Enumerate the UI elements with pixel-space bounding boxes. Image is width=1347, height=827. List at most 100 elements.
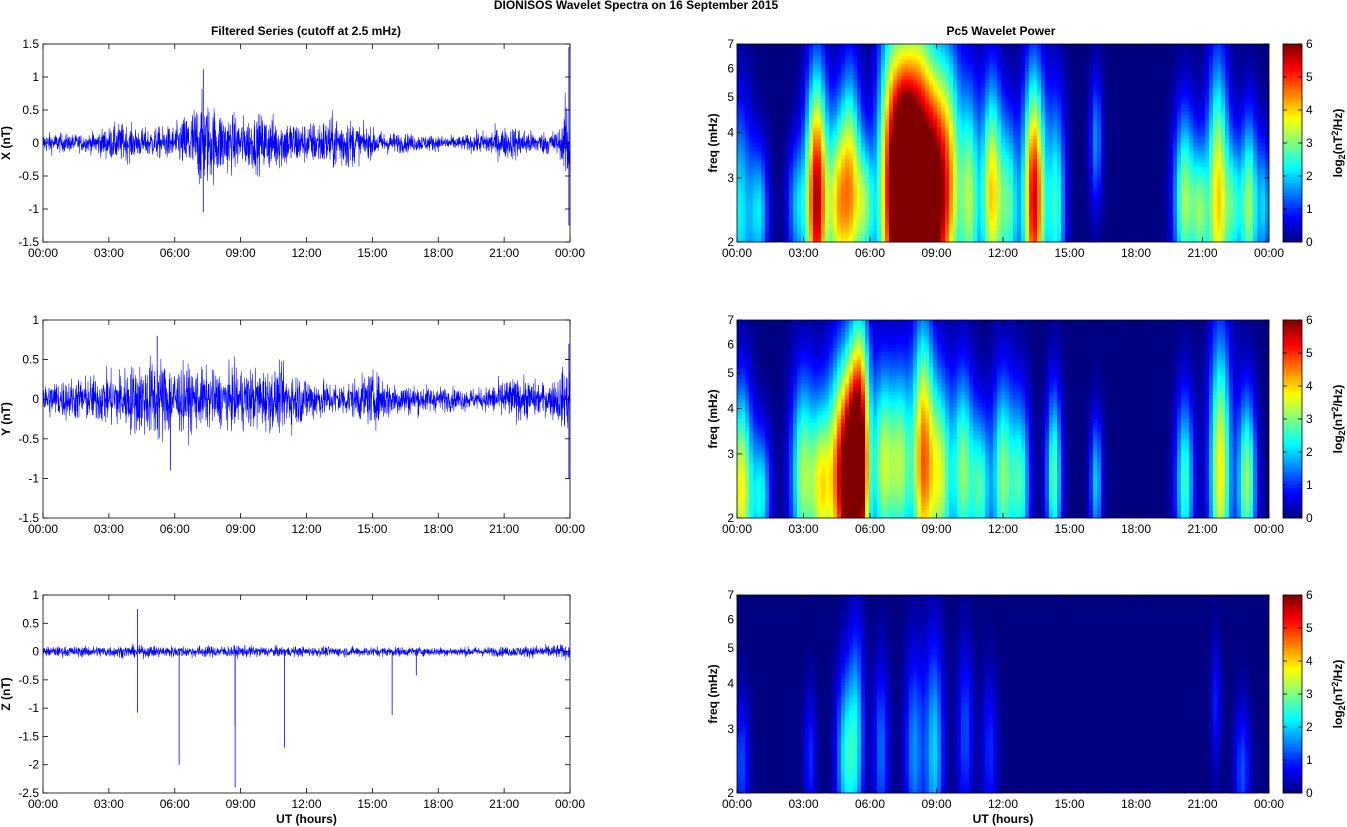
heatmap-cell	[841, 210, 846, 215]
heatmap-cell	[949, 166, 954, 172]
heatmap-cell	[745, 170, 750, 176]
heatmap-cell	[1013, 218, 1018, 223]
heatmap-cell	[925, 71, 930, 77]
heatmap-cell	[933, 234, 938, 239]
heatmap-cell	[1045, 214, 1050, 219]
heatmap-cell	[1201, 115, 1206, 120]
heatmap-cell	[769, 230, 774, 235]
heatmap-cell	[805, 103, 810, 108]
heatmap-cell	[961, 135, 966, 140]
heatmap-cell	[1105, 119, 1110, 124]
heatmap-cell	[861, 127, 866, 132]
heatmap-cell	[945, 154, 950, 160]
heatmap-cell	[765, 150, 770, 156]
heatmap-cell	[757, 234, 762, 239]
y-tick-label: -2.5	[18, 786, 39, 800]
heatmap-cell	[1029, 143, 1034, 148]
heatmap-cell	[757, 158, 762, 164]
heatmap-cell	[849, 182, 854, 187]
heatmap-cell	[957, 190, 962, 195]
heatmap-cell	[897, 135, 902, 140]
heatmap-cell	[821, 123, 826, 128]
heatmap-cell	[881, 186, 886, 191]
heatmap-cell	[905, 218, 910, 223]
heatmap-cell	[965, 143, 970, 148]
heatmap-cell	[957, 107, 962, 112]
heatmap-cell	[781, 139, 786, 144]
heatmap-cell	[881, 91, 886, 96]
heatmap-cell	[1097, 99, 1102, 104]
heatmap-cell	[1169, 234, 1174, 239]
heatmap-cell	[1041, 91, 1046, 96]
heatmap-cell	[945, 139, 950, 144]
heatmap-cell	[769, 119, 774, 124]
heatmap-cell	[905, 226, 910, 231]
heatmap-cell	[865, 158, 870, 164]
heatmap-cell	[1013, 190, 1018, 195]
heatmap-cell	[1177, 123, 1182, 128]
heatmap-cell	[1005, 115, 1010, 120]
heatmap-cell	[953, 238, 958, 243]
heatmap-cell	[869, 154, 874, 160]
heatmap-cell	[1001, 63, 1006, 69]
heatmap-cell	[1181, 194, 1186, 199]
heatmap-cell	[885, 79, 890, 84]
heatmap-cell	[1097, 59, 1102, 65]
heatmap-cell	[1089, 111, 1094, 116]
heatmap-cell	[1053, 190, 1058, 195]
heatmap-cell	[885, 143, 890, 148]
heatmap-cell	[993, 214, 998, 219]
heatmap-cell	[1097, 194, 1102, 199]
heatmap-cell	[785, 131, 790, 136]
heatmap-cell	[981, 194, 986, 199]
heatmap-cell	[1177, 75, 1182, 81]
heatmap-cell	[901, 230, 906, 235]
heatmap-cell	[993, 103, 998, 108]
heatmap-cell	[865, 79, 870, 84]
heatmap-cell	[1189, 71, 1194, 77]
heatmap-cell	[1053, 143, 1058, 148]
heatmap-cell	[1173, 91, 1178, 96]
heatmap-cell	[813, 115, 818, 120]
heatmap-cell	[969, 127, 974, 132]
heatmap-cell	[881, 234, 886, 239]
heatmap-cell	[873, 79, 878, 84]
heatmap-cell	[845, 162, 850, 168]
heatmap-cell	[929, 107, 934, 112]
heatmap-cell	[809, 143, 814, 148]
heatmap-cell	[993, 162, 998, 168]
heatmap-cell	[949, 174, 954, 180]
heatmap-cell	[933, 226, 938, 231]
heatmap-cell	[821, 186, 826, 191]
heatmap-cell	[817, 186, 822, 191]
heatmap-cell	[1105, 170, 1110, 176]
heatmap-cell	[993, 210, 998, 215]
heatmap-cell	[889, 238, 894, 243]
heatmap-cell	[1205, 119, 1210, 124]
heatmap-cell	[821, 202, 826, 207]
y-tick-label: -2	[28, 758, 39, 772]
heatmap-cell	[781, 131, 786, 136]
heatmap-cell	[1197, 198, 1202, 203]
heatmap-cell	[905, 51, 910, 57]
heatmap-cell	[1061, 222, 1066, 227]
heatmap-cell	[925, 115, 930, 120]
heatmap-cell	[857, 91, 862, 96]
heatmap-cell	[1065, 210, 1070, 215]
heatmap-cell	[985, 75, 990, 81]
heatmap-cell	[993, 218, 998, 223]
x-tick-label: 03:00	[94, 522, 124, 536]
heatmap-cell	[1057, 127, 1062, 132]
heatmap-cell	[1165, 234, 1170, 239]
heatmap-cell	[941, 230, 946, 235]
heatmap-cell	[1009, 91, 1014, 96]
heatmap-cell	[937, 91, 942, 96]
heatmap-cell	[813, 178, 818, 183]
heatmap-cell	[889, 166, 894, 172]
heatmap-cell	[1029, 158, 1034, 164]
heatmap-cell	[985, 95, 990, 100]
heatmap-cell	[1185, 170, 1190, 176]
heatmap-cell	[897, 143, 902, 148]
heatmap-cell	[1033, 190, 1038, 195]
heatmap-cell	[1005, 186, 1010, 191]
